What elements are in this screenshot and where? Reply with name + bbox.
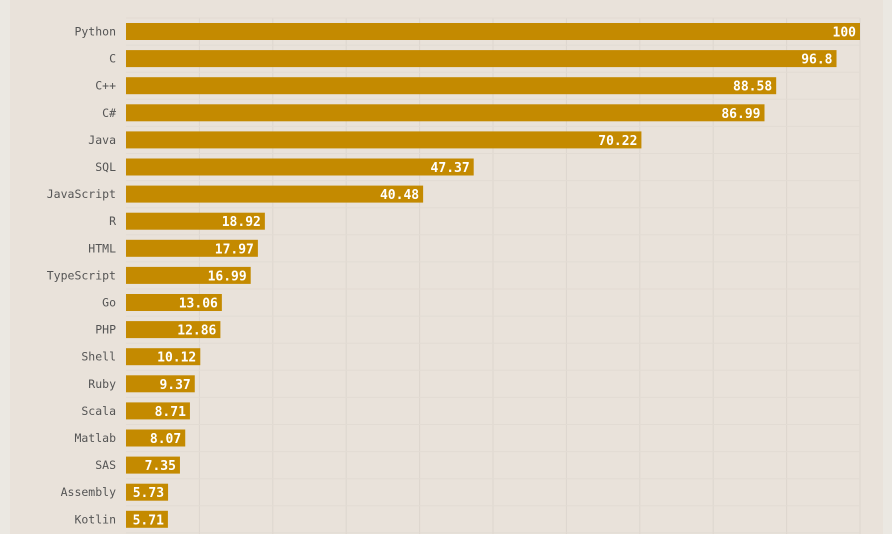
value-label: 40.48 (380, 188, 419, 203)
category-label: R (109, 214, 116, 228)
value-label: 8.07 (150, 432, 181, 447)
value-label: 47.37 (431, 161, 470, 176)
value-label: 17.97 (215, 242, 254, 257)
bar (126, 131, 642, 149)
value-label: 13.06 (179, 297, 218, 312)
bar (126, 348, 201, 366)
value-label: 10.12 (157, 351, 196, 366)
bar (126, 239, 258, 257)
category-label: C++ (95, 79, 116, 93)
category-label: TypeScript (47, 268, 116, 282)
bar (126, 185, 424, 203)
category-label: SQL (95, 160, 116, 174)
bar (126, 456, 180, 474)
value-label: 16.99 (208, 269, 247, 284)
value-label: 88.58 (733, 80, 772, 95)
bar (126, 483, 169, 501)
value-label: 70.22 (598, 134, 637, 149)
bar (126, 321, 221, 339)
bar (126, 429, 186, 447)
category-label: Assembly (61, 485, 116, 499)
category-label: Matlab (74, 431, 116, 445)
category-label: Go (102, 296, 116, 310)
bar (126, 158, 474, 176)
value-label: 86.99 (721, 107, 760, 122)
category-label: Scala (81, 404, 116, 418)
bar (126, 510, 168, 528)
category-label: Kotlin (74, 512, 116, 526)
bar (126, 375, 195, 393)
category-label: Ruby (88, 377, 116, 391)
bar (126, 266, 251, 284)
value-label: 7.35 (145, 459, 176, 474)
value-label: 12.86 (177, 324, 216, 339)
bar (126, 104, 765, 122)
category-label: PHP (95, 323, 116, 337)
value-label: 5.71 (133, 513, 164, 528)
bar (126, 402, 190, 420)
bar (126, 50, 837, 68)
bar (126, 294, 222, 311)
bar (126, 23, 860, 40)
value-label: 9.37 (159, 378, 190, 393)
category-label: HTML (88, 241, 116, 255)
value-label: 5.73 (133, 486, 164, 501)
bar (126, 212, 265, 230)
category-label: C# (102, 106, 116, 120)
bar (126, 77, 777, 95)
value-label: 96.8 (801, 53, 832, 68)
category-label: SAS (95, 458, 116, 472)
category-label: JavaScript (47, 187, 116, 201)
value-label: 100 (833, 26, 857, 41)
category-label: Shell (81, 350, 116, 364)
category-label: C (109, 52, 116, 66)
value-label: 8.71 (155, 405, 186, 420)
category-label: Python (74, 25, 116, 39)
category-label: Java (88, 133, 116, 147)
value-label: 18.92 (222, 215, 261, 230)
